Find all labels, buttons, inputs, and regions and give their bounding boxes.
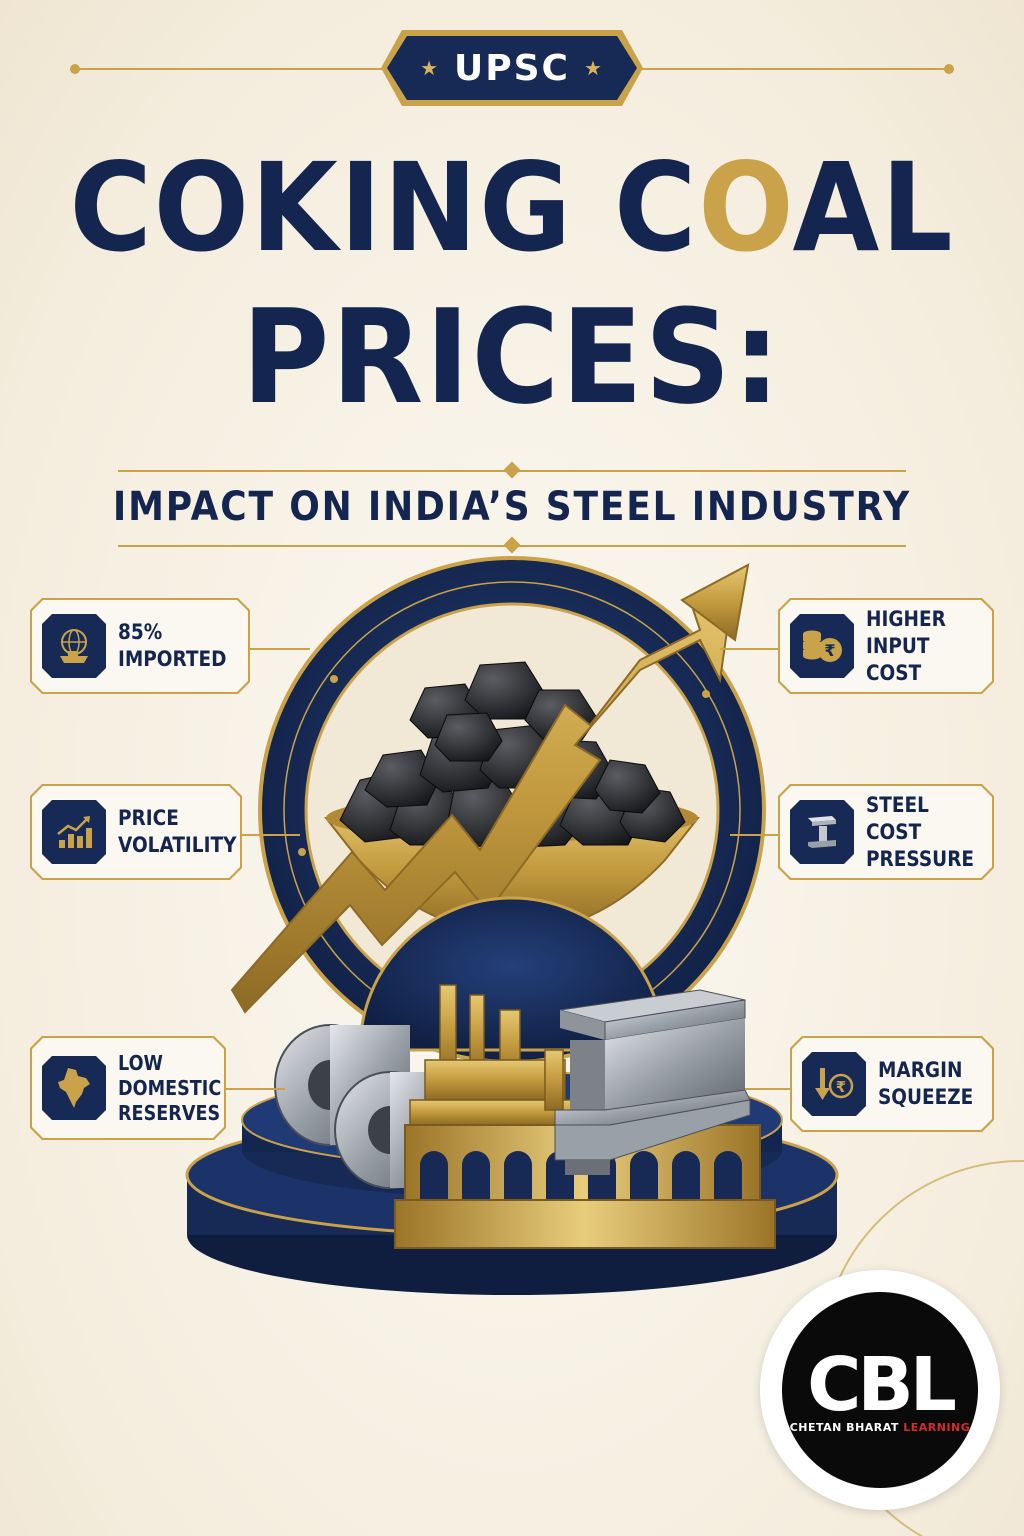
connector-line xyxy=(240,834,300,836)
connector-dot xyxy=(702,690,710,698)
connector-line xyxy=(225,1088,285,1090)
fact-text: 85% IMPORTED xyxy=(118,620,227,671)
star-icon: ★ xyxy=(583,56,604,80)
logo-name: CHETAN BHARAT LEARNING xyxy=(790,1421,971,1434)
coins-rupee-icon: ₹ xyxy=(790,614,854,678)
svg-text:₹: ₹ xyxy=(824,641,835,660)
logo-name-red: LEARNING xyxy=(903,1420,971,1434)
svg-text:₹: ₹ xyxy=(836,1078,846,1096)
connector-line xyxy=(730,834,780,836)
connector-line xyxy=(250,648,310,650)
connector-dot xyxy=(330,675,338,683)
title-text: COKING C xyxy=(69,137,699,279)
bar-chart-up-icon xyxy=(42,800,106,864)
fact-text: MARGIN SQUEEZE xyxy=(878,1058,974,1109)
star-icon: ★ xyxy=(420,56,441,80)
badge-label: UPSC xyxy=(454,47,570,89)
subtitle: IMPACT ON INDIA’S STEEL INDUSTRY xyxy=(112,484,912,530)
fact-text: LOW DOMESTIC RESERVES xyxy=(118,1050,222,1125)
fact-card-low-reserves: LOW DOMESTIC RESERVES xyxy=(30,1036,226,1140)
logo-name-white: CHETAN BHARAT xyxy=(789,1420,904,1434)
connector-line xyxy=(720,648,780,650)
steel-beam-icon xyxy=(790,800,854,864)
badge-rule-dot xyxy=(944,64,954,74)
fact-text: PRICE VOLATILITY xyxy=(118,806,237,857)
title-line-2: PRICES: xyxy=(241,281,783,433)
badge-rule-dot xyxy=(70,64,80,74)
fact-text: STEEL COST PRESSURE xyxy=(866,792,975,871)
fact-card-margin-squeeze: ₹ MARGIN SQUEEZE xyxy=(790,1036,994,1132)
upsc-badge: ★ UPSC ★ xyxy=(387,36,637,100)
fact-card-imported: 85% IMPORTED xyxy=(30,598,250,694)
connector-dot xyxy=(298,848,306,856)
logo-mark: CBL xyxy=(807,1341,957,1428)
down-arrow-rupee-icon: ₹ xyxy=(802,1052,866,1116)
badge-rule-left xyxy=(76,68,386,70)
india-map-icon xyxy=(42,1056,106,1120)
badge-rule-right xyxy=(638,68,948,70)
cbl-logo: CBL CHETAN BHARAT LEARNING xyxy=(782,1292,978,1488)
fact-text: HIGHER INPUT COST xyxy=(866,606,946,685)
fact-card-price-volatility: PRICE VOLATILITY xyxy=(30,784,242,880)
flame-o-letter: O xyxy=(698,137,793,279)
fact-card-higher-input-cost: ₹ HIGHER INPUT COST xyxy=(778,598,994,694)
title-text: AL xyxy=(792,137,955,279)
title-line-1: COKING COAL xyxy=(41,138,983,278)
fact-card-steel-cost-pressure: STEEL COST PRESSURE xyxy=(778,784,994,880)
globe-ship-icon xyxy=(42,614,106,678)
connector-line xyxy=(745,1088,790,1090)
